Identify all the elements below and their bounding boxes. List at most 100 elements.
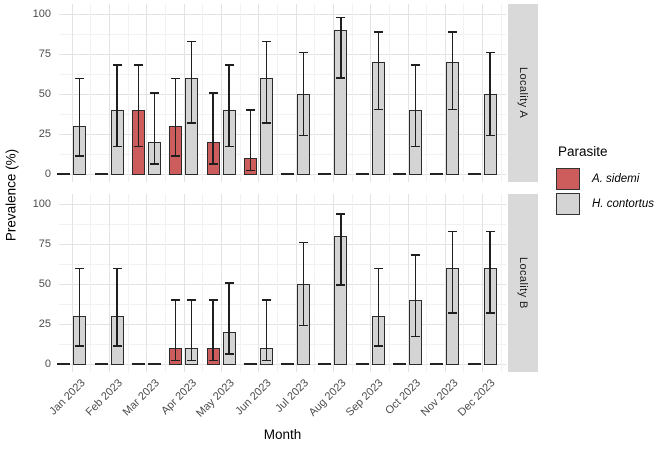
- error-bar-cap: [75, 267, 85, 270]
- error-bar-cap: [133, 145, 143, 148]
- y-tick-label: 0: [44, 168, 51, 180]
- gridline-major: [444, 194, 446, 372]
- zero-bar-dash: [57, 363, 71, 365]
- facet-panel: [57, 194, 506, 372]
- error-bar-line: [265, 40, 267, 124]
- error-bar-line: [153, 92, 156, 165]
- x-tick-label: Jan 2023: [46, 377, 88, 418]
- gridline-major: [482, 4, 484, 182]
- error-bar-cap: [112, 145, 122, 148]
- error-bar-cap: [336, 77, 346, 79]
- gridline-major: [146, 4, 148, 182]
- gridline-minor: [239, 194, 241, 372]
- zero-bar-dash: [57, 173, 71, 175]
- x-tick-label: Feb 2023: [83, 377, 125, 419]
- gridline-major: [59, 134, 506, 135]
- error-bar-line: [489, 51, 491, 137]
- error-bar-cap: [373, 31, 383, 33]
- gridline-minor: [59, 304, 506, 305]
- gridline-major: [59, 94, 506, 95]
- zero-bar-dash: [281, 363, 295, 365]
- gridline-minor: [276, 194, 278, 372]
- error-bar-cap: [224, 145, 234, 148]
- x-tick-label: Dec 2023: [455, 377, 498, 419]
- gridline-major: [109, 4, 111, 182]
- gridline-minor: [165, 4, 167, 182]
- x-tick-label: Jul 2023: [273, 377, 312, 415]
- gridline-minor: [351, 194, 353, 372]
- legend-swatch: [556, 193, 580, 215]
- zero-bar-dash: [355, 363, 369, 365]
- zero-bar-dash: [281, 173, 295, 175]
- zero-bar-dash: [147, 363, 161, 365]
- error-bar-cap: [171, 77, 181, 80]
- error-bar-cap: [75, 77, 85, 80]
- error-bar-cap: [299, 134, 309, 137]
- legend-label: H. contortus: [592, 198, 654, 210]
- error-bar-line: [249, 109, 251, 172]
- gridline-minor: [500, 194, 502, 372]
- error-bar-cap: [149, 92, 159, 94]
- error-bar-line: [116, 64, 118, 148]
- y-tick-label: 50: [38, 88, 51, 100]
- gridline-minor: [90, 194, 92, 372]
- error-bar-cap: [299, 51, 309, 54]
- y-tick-label: 50: [38, 278, 51, 290]
- gridline-minor: [165, 194, 167, 372]
- error-bar-cap: [373, 267, 383, 270]
- error-bar-cap: [187, 359, 197, 362]
- gridline-minor: [59, 154, 506, 155]
- gridline-minor: [388, 4, 390, 182]
- error-bar-cap: [448, 31, 458, 33]
- error-bar-cap: [187, 40, 197, 43]
- zero-bar-dash: [467, 363, 481, 365]
- zero-bar-dash: [393, 363, 406, 365]
- gridline-minor: [127, 4, 129, 182]
- gridline-major: [71, 194, 73, 372]
- gridline-minor: [500, 4, 502, 182]
- gridline-minor: [239, 4, 241, 182]
- facet-strip: Locality A: [508, 4, 538, 182]
- gridline-major: [407, 4, 409, 182]
- gridline-major: [258, 4, 260, 182]
- gridline-major: [183, 4, 185, 182]
- legend-item: A. sidemi: [556, 168, 654, 190]
- error-bar-cap: [261, 359, 271, 362]
- gridline-major: [59, 284, 506, 285]
- gridline-minor: [463, 194, 465, 372]
- error-bar-line: [175, 77, 177, 157]
- facet-strip-label: Locality B: [517, 257, 529, 309]
- gridline-major: [59, 244, 506, 245]
- error-bar-cap: [261, 299, 271, 301]
- error-bar-line: [452, 31, 454, 111]
- facet-strip-label: Locality A: [517, 67, 529, 119]
- error-bar-cap: [448, 312, 458, 314]
- gridline-minor: [202, 194, 204, 372]
- x-tick-label: Mar 2023: [120, 377, 162, 419]
- y-tick-label: 25: [38, 128, 51, 140]
- x-tick-label: Jun 2023: [233, 377, 274, 418]
- error-bar-cap: [224, 353, 234, 355]
- gridline-major: [221, 194, 222, 372]
- error-bar-cap: [208, 92, 218, 94]
- gridline-major: [482, 194, 484, 372]
- gridline-major: [295, 194, 297, 372]
- error-bar-cap: [187, 122, 197, 124]
- error-bar-cap: [133, 64, 143, 66]
- gridline-major: [109, 194, 111, 372]
- error-bar-cap: [373, 108, 383, 111]
- gridline-minor: [59, 114, 506, 115]
- gridline-minor: [202, 4, 204, 182]
- gridline-major: [332, 4, 334, 182]
- gridline-major: [332, 194, 334, 372]
- legend-swatch: [556, 168, 580, 190]
- y-tick-label: 75: [38, 238, 51, 250]
- x-tick-label: Oct 2023: [382, 377, 423, 418]
- facet-strip: Locality B: [508, 194, 538, 372]
- error-bar-line: [137, 64, 140, 148]
- error-bar-line: [340, 213, 342, 286]
- zero-bar-dash: [131, 363, 145, 365]
- error-bar-cap: [171, 299, 181, 301]
- gridline-major: [146, 194, 148, 372]
